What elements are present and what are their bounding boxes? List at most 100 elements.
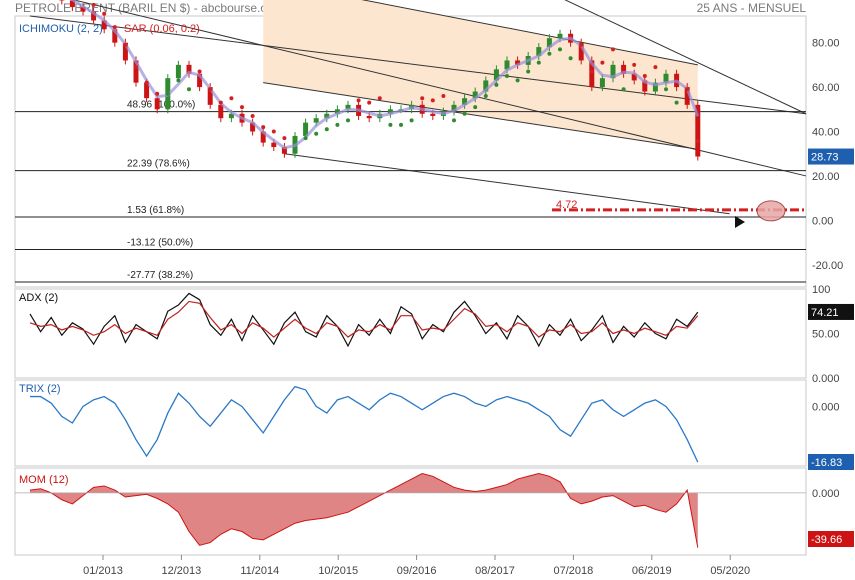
sar-dot — [430, 98, 435, 103]
sar-dot — [208, 87, 213, 92]
trend-line — [263, 82, 698, 150]
sar-dot — [293, 149, 297, 154]
sar-dot — [515, 78, 520, 83]
sar-dot — [674, 100, 679, 105]
candle — [366, 115, 372, 119]
sar-dot — [399, 122, 403, 127]
x-tick-label: 01/2013 — [83, 565, 123, 577]
sar-dot — [568, 56, 573, 61]
candle — [642, 80, 648, 92]
candle — [610, 64, 616, 79]
candle — [462, 98, 468, 105]
adx-y-tick: 100 — [812, 284, 830, 296]
trix-line — [30, 385, 699, 463]
period-label: 25 ANS - MENSUEL — [696, 1, 806, 15]
trix-y-tick: 0.000 — [812, 401, 840, 413]
trend-line — [72, 0, 807, 177]
arrow-head — [735, 216, 745, 228]
ichimoku-legend: ICHIMOKU (2, 2) — [19, 23, 103, 35]
sar-dot — [314, 131, 319, 136]
sar-dot — [144, 80, 149, 85]
sar-dot — [155, 91, 160, 96]
sar-dot — [579, 42, 584, 47]
candle — [483, 80, 489, 92]
panel-frame — [14, 467, 807, 556]
candle — [186, 64, 192, 74]
sar-dot — [134, 65, 138, 70]
sar-dot — [112, 25, 117, 30]
sar-dot — [632, 62, 637, 67]
candle — [112, 29, 118, 43]
candle — [663, 73, 669, 83]
candle — [197, 73, 203, 88]
sar-dot — [473, 105, 478, 110]
fib-level-label: 48.96 (100.0%) — [127, 100, 195, 111]
trend-line — [361, 0, 698, 66]
sar-dot — [324, 127, 329, 132]
last-price-value: 28.73 — [811, 152, 839, 164]
mom-value-badge — [808, 531, 854, 547]
sar-dot — [282, 136, 287, 141]
sar-dot — [123, 42, 128, 47]
candle — [154, 98, 160, 110]
candle — [345, 104, 351, 110]
candle — [684, 87, 690, 105]
candle — [472, 91, 478, 99]
candle — [599, 78, 605, 88]
trend-line — [284, 153, 730, 215]
candle — [133, 60, 139, 83]
sar-dot — [526, 69, 531, 74]
sar-dot — [621, 87, 626, 92]
sar-dot — [441, 93, 446, 98]
candle — [313, 118, 319, 123]
candle — [250, 122, 256, 132]
candle — [91, 11, 97, 21]
price-y-tick: 20.00 — [812, 171, 840, 183]
sar-dot — [261, 125, 266, 130]
price-y-tick: 80.00 — [812, 38, 840, 50]
sar-legend: SAR (0.06, 0.2) — [124, 23, 200, 35]
sar-dot — [218, 100, 223, 105]
mom-line — [29, 472, 699, 548]
mom-legend: MOM (12) — [19, 474, 69, 486]
sar-dot — [102, 11, 107, 16]
sar-dot — [240, 105, 244, 110]
adx-value-badge — [808, 303, 854, 320]
candle — [281, 147, 287, 154]
candle — [621, 64, 627, 74]
sar-dot — [165, 91, 170, 96]
candle — [69, 0, 75, 8]
x-tick-label: 07/2018 — [554, 565, 594, 577]
candle — [303, 122, 309, 136]
trix-legend: TRIX (2) — [19, 383, 61, 395]
panel-frame — [14, 288, 807, 379]
mom-area — [30, 473, 698, 548]
mom-y-tick: 0.000 — [812, 488, 840, 500]
sar-dot — [685, 87, 690, 92]
adx-y-tick: 0.000 — [812, 373, 840, 385]
annotation-label: 4.72 — [556, 199, 577, 211]
candle — [504, 60, 510, 70]
x-tick-label: 10/2015 — [318, 565, 358, 577]
sar-dot — [271, 129, 276, 134]
ichimoku-line — [70, 0, 700, 150]
adx-y-tick: 50.00 — [812, 329, 840, 341]
adx-line-black — [29, 292, 699, 348]
candle — [207, 87, 213, 105]
sar-dot — [176, 78, 181, 83]
price-y-tick: 40.00 — [812, 127, 840, 139]
candle — [631, 73, 637, 81]
price-y-tick: 0.00 — [812, 215, 833, 227]
highlight-ellipse — [756, 200, 786, 222]
candle — [101, 20, 107, 30]
panel-frame — [14, 379, 807, 467]
x-tick-label: 11/2014 — [240, 565, 279, 577]
sar-dot — [547, 51, 552, 56]
candle — [493, 69, 499, 81]
candle — [652, 82, 658, 92]
candle — [228, 113, 234, 119]
x-tick-label: 08/2017 — [475, 565, 515, 577]
sar-dot — [409, 118, 414, 123]
fib-level-label: 22.39 (78.6%) — [127, 159, 190, 170]
